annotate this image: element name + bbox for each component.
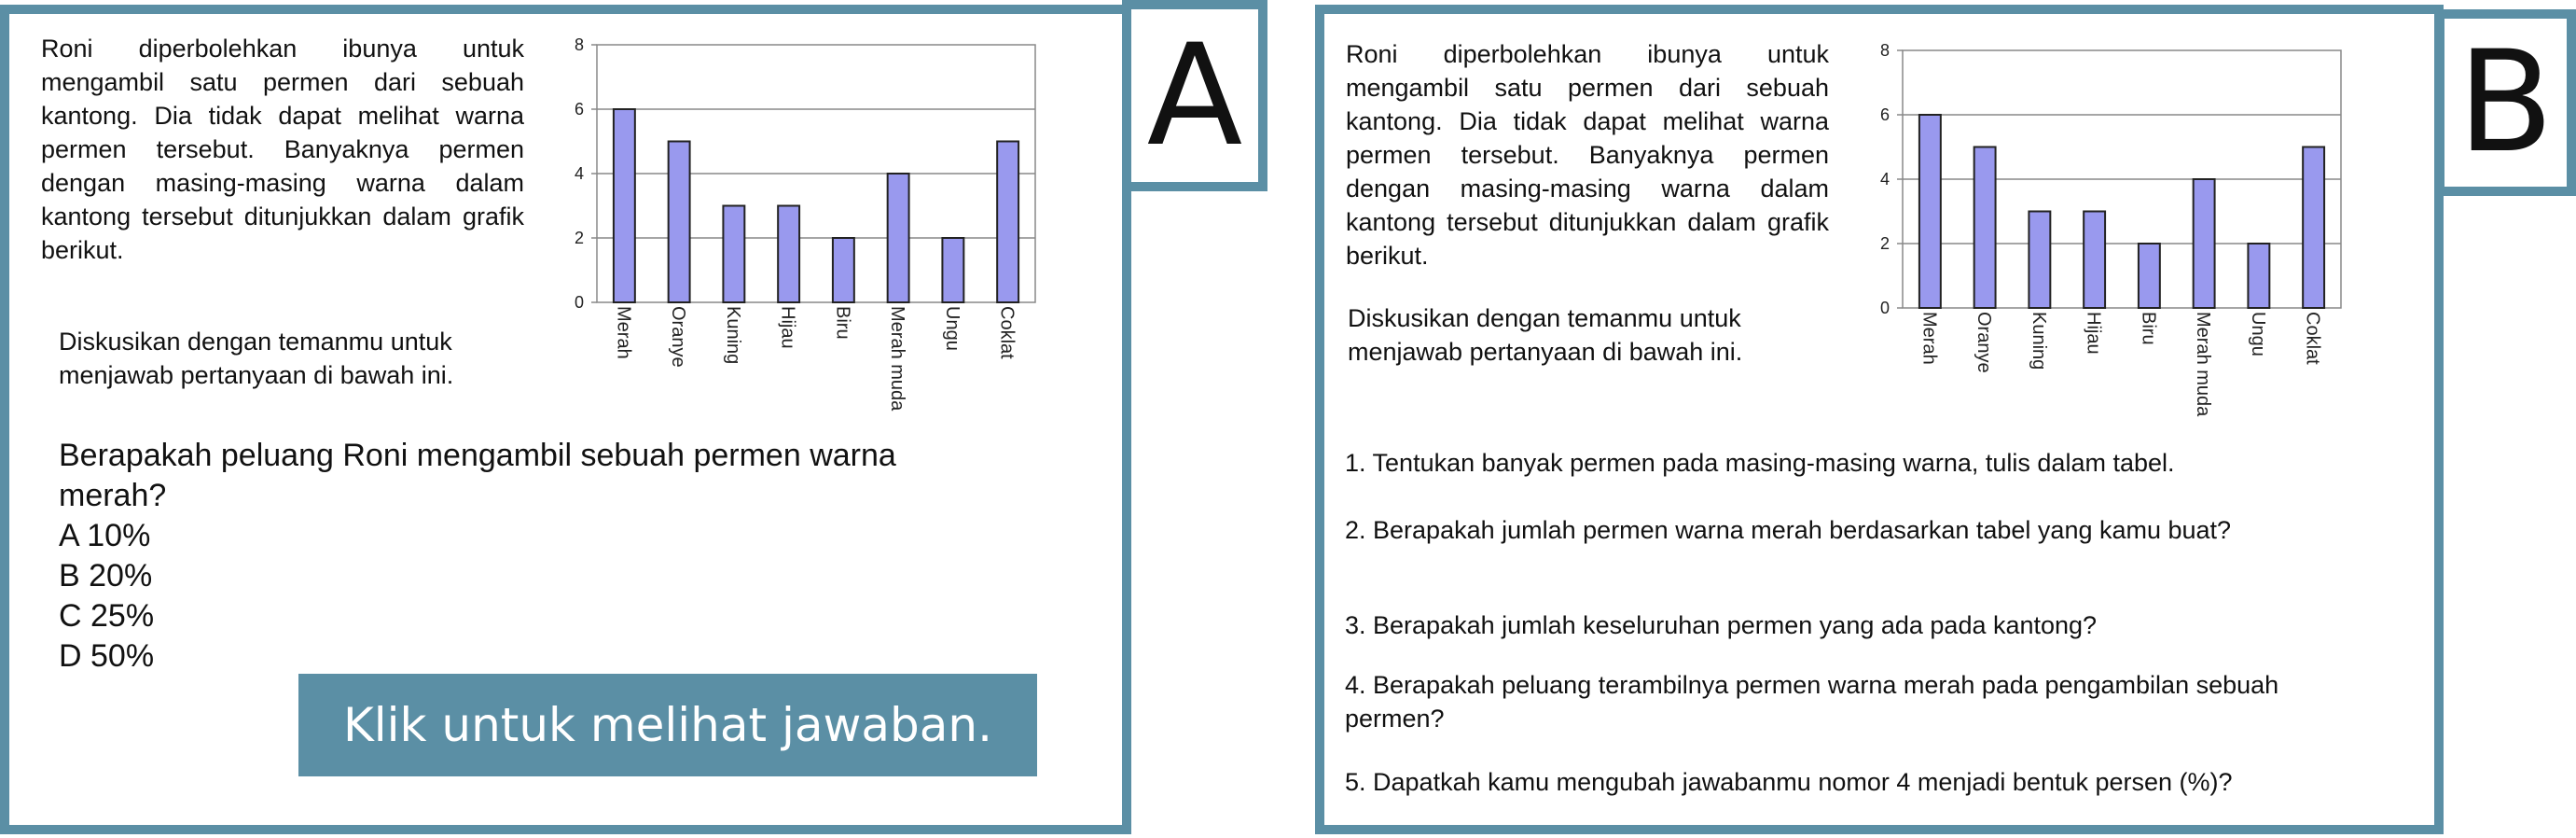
x-tick-label: Hijau (778, 306, 798, 349)
x-tick-label: Ungu (942, 306, 963, 351)
x-tick-label: Ungu (2248, 312, 2268, 356)
question-1: 1. Tentukan banyak permen pada masing-ma… (1345, 449, 2175, 477)
bar-oranye (667, 140, 691, 303)
y-tick-label: 4 (1880, 170, 1890, 189)
option-a[interactable]: A 10% (59, 518, 151, 553)
bar-ungu (941, 237, 965, 303)
panel-b-discussion: Diskusikan dengan temanmu untuk menjawab… (1348, 304, 1743, 366)
panel-a-chart: 0 2 4 6 8 Merah Oranye Kuning Hijau Biru Merah mud… (575, 35, 1036, 412)
x-tick-label: Merah (613, 306, 633, 359)
x-tick-label: Merah muda (2193, 312, 2213, 417)
x-tick-label: Biru (832, 306, 852, 340)
question-4: 4. Berapakah peluang terambilnya permen … (1345, 671, 2279, 733)
panel-a-question: Berapakah peluang Roni mengambil sebuah … (59, 438, 896, 513)
y-tick-label: 8 (1880, 41, 1890, 60)
panel-b (1315, 5, 2444, 834)
bar-biru (2137, 243, 2161, 309)
panel-a-story: Roni diperbolehkan ibunya untuk mengambi… (41, 35, 524, 264)
show-answer-button[interactable]: Klik untuk melihat jawaban. (298, 674, 1037, 776)
x-tick-label: Coklat (997, 306, 1018, 359)
x-tick-label: Kuning (723, 306, 743, 364)
y-tick-label: 8 (575, 35, 584, 54)
bar-kuning (2028, 210, 2052, 309)
y-tick-label: 2 (1880, 234, 1890, 253)
bar-merah (1918, 114, 1942, 309)
question-5: 5. Dapatkah kamu mengubah jawabanmu nomo… (1345, 768, 2233, 796)
question-2: 2. Berapakah jumlah permen warna merah b… (1345, 516, 2232, 544)
x-tick-label: Hijau (2084, 312, 2104, 355)
bar-merah (612, 108, 636, 303)
y-tick-label: 6 (1880, 105, 1890, 124)
y-tick-label: 4 (575, 164, 584, 183)
y-tick-label: 6 (575, 100, 584, 119)
y-tick-label: 2 (575, 229, 584, 247)
x-tick-label: Oranye (1974, 312, 1994, 373)
bar-merah-muda (886, 173, 910, 303)
bar-oranye (1973, 146, 1997, 309)
bar-hijau (777, 204, 801, 303)
option-d[interactable]: D 50% (59, 638, 155, 674)
x-tick-label: Coklat (2303, 312, 2323, 365)
panel-b-chart: 0 2 4 6 8 Merah Oranye Kuning Hijau Biru Merah mud… (1880, 41, 2342, 417)
bar-coklat (2302, 146, 2326, 309)
panel-b-story: Roni diperbolehkan ibunya untuk mengambi… (1346, 40, 1829, 270)
x-tick-label: Kuning (2029, 312, 2049, 370)
bar-kuning (722, 204, 746, 303)
option-b[interactable]: B 20% (59, 558, 153, 594)
bar-ungu (2247, 243, 2271, 309)
bar-hijau (2083, 210, 2107, 309)
y-tick-label: 0 (575, 293, 584, 312)
bar-coklat (996, 140, 1020, 303)
panel-b-tag: B (2435, 9, 2576, 196)
x-tick-label: Biru (2138, 312, 2158, 345)
x-tick-label: Merah (1918, 312, 1939, 365)
question-3: 3. Berapakah jumlah keseluruhan permen y… (1345, 611, 2098, 639)
bar-biru (831, 237, 855, 303)
x-tick-label: Merah muda (887, 306, 907, 412)
y-tick-label: 0 (1880, 299, 1890, 317)
panel-a-discussion: Diskusikan dengan temanmu untuk menjawab… (59, 328, 454, 389)
panel-a-tag: A (1122, 0, 1267, 191)
panel-a-question-block: Berapakah peluang Roni mengambil sebuah … (59, 436, 991, 677)
bar-merah-muda (2192, 178, 2216, 309)
option-c[interactable]: C 25% (59, 598, 155, 634)
x-tick-label: Oranye (668, 306, 688, 368)
